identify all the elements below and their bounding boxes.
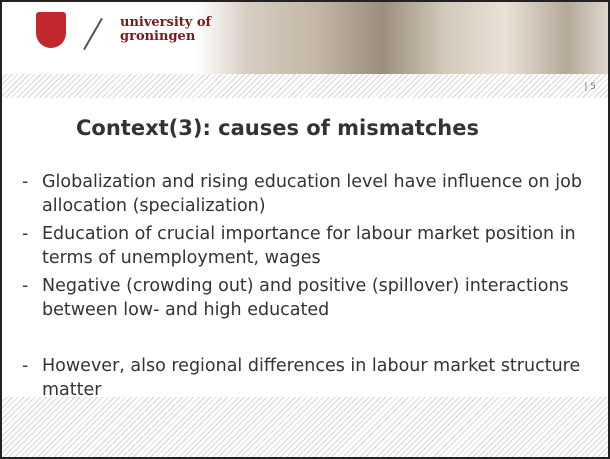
bullet-marker: - — [22, 222, 28, 246]
bullet-item: -However, also regional differences in l… — [22, 354, 582, 402]
bullet-list: -Globalization and rising education leve… — [22, 170, 582, 406]
bullet-item: -Globalization and rising education leve… — [22, 170, 582, 218]
logo-text: university of groningen — [120, 16, 211, 44]
slide: university of groningen | 5 Context(3): … — [0, 0, 610, 459]
bullet-item: -Education of crucial importance for lab… — [22, 222, 582, 270]
bullet-item: -Negative (crowding out) and positive (s… — [22, 274, 582, 322]
logo-line: university of — [120, 16, 211, 30]
logo-line: groningen — [120, 30, 211, 44]
bullet-text: Globalization and rising education level… — [42, 172, 582, 216]
logo-slash — [83, 18, 103, 50]
bullet-marker: - — [22, 170, 28, 194]
slide-number: | 5 — [584, 82, 596, 92]
bullet-text: However, also regional differences in la… — [42, 356, 580, 400]
bullet-text: Education of crucial importance for labo… — [42, 224, 576, 268]
logo-crest — [36, 12, 66, 48]
header-photo — [197, 2, 608, 74]
header-band — [2, 74, 608, 98]
bullet-marker: - — [22, 354, 28, 378]
bullet-text: Negative (crowding out) and positive (sp… — [42, 276, 569, 320]
bullet-marker: - — [22, 274, 28, 298]
footer-band — [2, 397, 608, 457]
slide-title: Context(3): causes of mismatches — [76, 116, 479, 140]
